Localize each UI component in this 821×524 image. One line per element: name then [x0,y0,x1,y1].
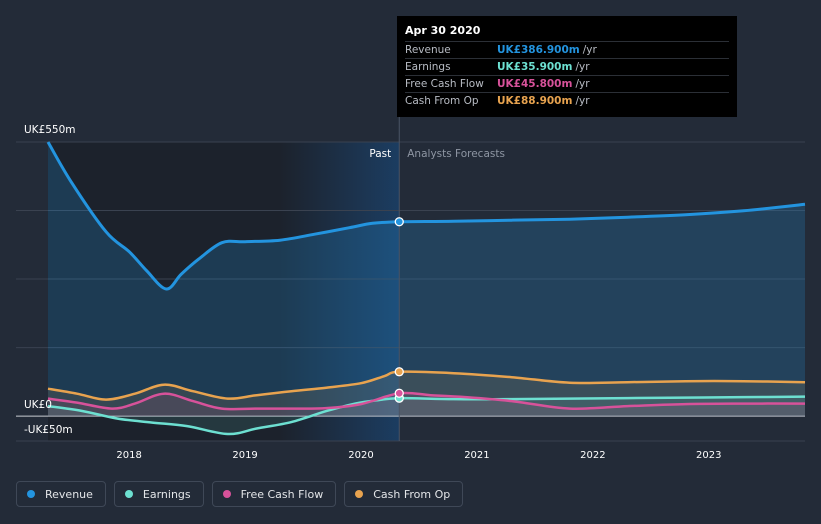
cfo-line [47,370,806,401]
tooltip-value: UK£45.800m [497,78,573,90]
x-tick-2021: 2021 [464,450,489,461]
region-label-forecast: Analysts Forecasts [407,148,505,160]
tooltip-panel: Apr 30 2020 Revenue UK£386.900m /yr Earn… [397,16,737,117]
tooltip-row-fcf: Free Cash Flow UK£45.800m /yr [405,75,729,92]
legend-item-revenue[interactable]: Revenue [16,481,106,507]
tooltip-row-revenue: Revenue UK£386.900m /yr [405,41,729,58]
tooltip-row-cfo: Cash From Op UK£88.900m /yr [405,92,729,109]
revenue-line [46,141,806,291]
legend-label: Free Cash Flow [240,487,324,501]
y-label-top: UK£550m [24,124,76,136]
revenue-point [394,217,404,227]
legend-label: Earnings [142,487,191,501]
legend: Revenue Earnings Free Cash Flow Cash Fro… [16,481,464,507]
tooltip-value: UK£386.900m [497,44,580,56]
y-label-zero: UK£0 [24,399,52,411]
x-tick-2023: 2023 [696,450,721,461]
legend-dot-icon [222,490,231,498]
tooltip-label: Earnings [405,61,451,73]
x-tick-2022: 2022 [580,450,605,461]
revenue-area [48,142,805,417]
tooltip-unit: /yr [575,95,590,107]
fcf-line [47,391,806,411]
tooltip-row-earnings: Earnings UK£35.900m /yr [405,58,729,75]
region-label-past: Past [369,148,391,160]
legend-dot-icon [27,490,35,498]
legend-dot-icon [124,490,133,498]
y-label-bottom: -UK£50m [24,424,73,436]
legend-item-earnings[interactable]: Earnings [113,481,204,507]
legend-dot-icon [355,490,364,498]
x-tick-2020: 2020 [348,450,373,461]
x-tick-2018: 2018 [116,450,141,461]
legend-label: Revenue [45,487,93,501]
tooltip-label: Free Cash Flow [405,78,484,90]
x-tick-2019: 2019 [232,450,257,461]
tooltip-unit: /yr [582,44,597,56]
tooltip-label: Cash From Op [405,95,479,107]
tooltip-unit: /yr [575,61,590,73]
legend-label: Cash From Op [373,487,451,501]
cfo-point [394,367,404,377]
tooltip-date: Apr 30 2020 [405,24,481,37]
earnings-line [47,395,806,436]
tooltip-label: Revenue [405,44,451,56]
tooltip-value: UK£88.900m [497,95,573,107]
fcf-point [394,388,404,398]
legend-item-free-cash-flow[interactable]: Free Cash Flow [211,481,337,507]
legend-item-cash-from-op[interactable]: Cash From Op [344,481,464,507]
tooltip-value: UK£35.900m [497,61,573,73]
tooltip-unit: /yr [575,78,590,90]
